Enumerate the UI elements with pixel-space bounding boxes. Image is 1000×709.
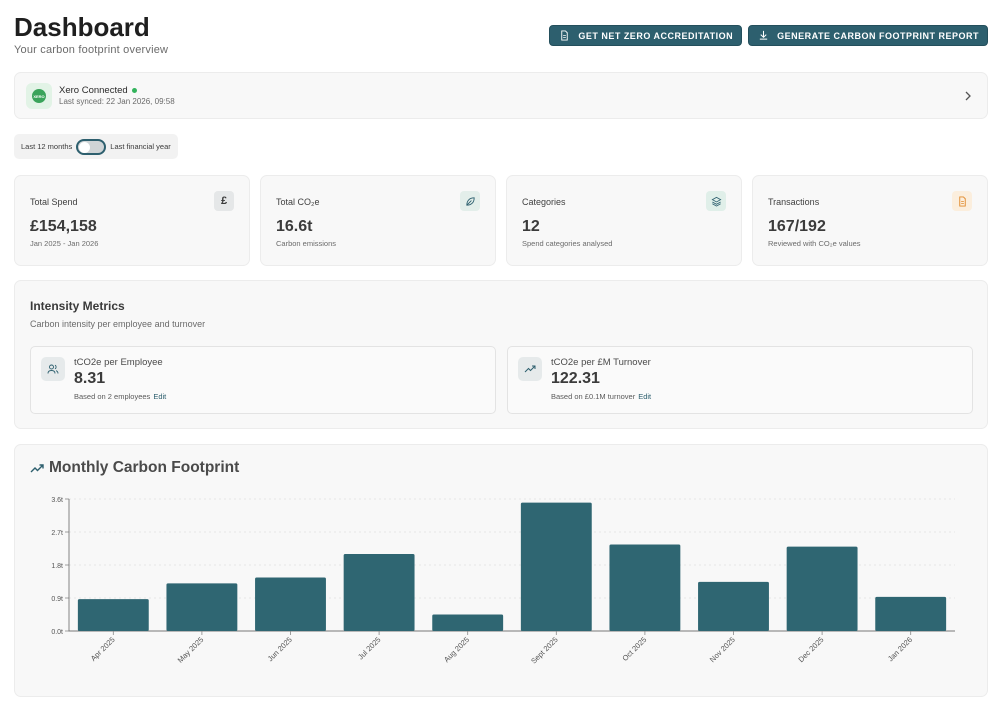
stat-value: 16.6t — [276, 218, 313, 235]
layers-icon — [706, 191, 726, 211]
metric-value: 122.31 — [551, 370, 600, 387]
stat-label: Total CO₂e — [276, 197, 320, 207]
metric-label: tCO2e per £M Turnover — [551, 357, 651, 368]
chart-bar[interactable] — [343, 554, 415, 631]
net-zero-accreditation-label: GET NET ZERO ACCREDITATION — [578, 30, 734, 41]
monthly-carbon-chart-card: Monthly Carbon Footprint 0.0t 0.9t 1.8t 2.7… — [14, 444, 988, 697]
last-12-months-label[interactable]: Last 12 months — [21, 142, 73, 151]
metric-basis: Based on 2 employees — [74, 392, 151, 401]
monthly-carbon-bar-chart: 0.0t 0.9t 1.8t 2.7t 3.6t Apr 2025 May 2025 Jun … — [51, 497, 955, 666]
stat-value: 167/192 — [768, 218, 826, 235]
transactions-card: Transactions 167/192 Reviewed with CO₂e … — [752, 175, 988, 266]
intensity-title: Intensity Metrics — [30, 299, 125, 313]
stat-value: £154,158 — [30, 218, 97, 235]
stat-value: 12 — [522, 218, 540, 235]
trending-up-icon — [518, 357, 542, 381]
xero-connection-card[interactable]: XERO Xero Connected Last synced: 22 Jan … — [14, 72, 988, 119]
per-turnover-metric: tCO2e per £M Turnover 122.31 Based on £0… — [507, 346, 973, 414]
xero-logo: XERO — [26, 83, 52, 109]
file-icon — [952, 191, 972, 211]
edit-turnover-link[interactable]: Edit — [638, 392, 652, 401]
x-tick-label: Jun 2025 — [266, 635, 294, 663]
period-toggle[interactable] — [76, 138, 107, 155]
stat-subtext: Spend categories analysed — [522, 239, 613, 248]
chart-bar[interactable] — [166, 583, 238, 631]
page-title: Dashboard — [14, 12, 150, 42]
chart-bar[interactable] — [255, 577, 326, 631]
users-icon — [41, 357, 65, 381]
stat-label: Categories — [522, 197, 566, 207]
total-spend-card: Total Spend £154,158 Jan 2025 - Jan 2026… — [14, 175, 250, 266]
y-tick-label: 1.8t — [51, 563, 63, 570]
stat-label: Total Spend — [30, 197, 78, 207]
page-subtitle: Your carbon footprint overview — [14, 44, 169, 56]
generate-report-label: GENERATE CARBON FOOTPRINT REPORT — [777, 30, 979, 41]
trending-up-icon — [30, 464, 44, 473]
y-tick-label: 2.7t — [51, 530, 63, 537]
page-header: Dashboard Your carbon footprint overview… — [14, 10, 988, 60]
stat-label: Transactions — [768, 197, 820, 207]
pound-icon: £ — [214, 191, 234, 211]
chart-bar[interactable] — [432, 614, 504, 632]
chart-bar[interactable] — [520, 502, 592, 631]
x-tick-label: Apr 2025 — [89, 635, 117, 663]
metric-value: 8.31 — [74, 370, 106, 387]
intensity-subtitle: Carbon intensity per employee and turnov… — [30, 319, 206, 329]
chart-bar[interactable] — [609, 544, 681, 631]
xero-status-label: Xero Connected — [59, 85, 128, 96]
x-tick-label: Sept 2025 — [529, 635, 560, 666]
last-synced-text: Last synced: 22 Jan 2026, 09:58 — [59, 97, 175, 106]
x-tick-label: May 2025 — [176, 635, 206, 665]
connected-status-dot — [131, 87, 137, 93]
stat-subtext: Reviewed with CO₂e values — [768, 239, 861, 248]
net-zero-accreditation-button[interactable]: GET NET ZERO ACCREDITATION — [549, 25, 743, 46]
chart-bar[interactable] — [698, 581, 769, 631]
generate-report-button[interactable]: GENERATE CARBON FOOTPRINT REPORT — [748, 25, 988, 46]
document-icon — [561, 30, 569, 41]
leaf-icon — [460, 191, 480, 211]
chart-bar[interactable] — [786, 546, 858, 631]
x-tick-label: Oct 2025 — [620, 635, 648, 663]
period-toggle-group: Last 12 months Last financial year — [14, 134, 178, 159]
x-tick-label: Jul 2025 — [356, 635, 382, 661]
chart-bar[interactable] — [875, 596, 947, 631]
y-tick-label: 0.0t — [51, 629, 63, 636]
metric-label: tCO2e per Employee — [74, 357, 163, 368]
download-icon — [759, 30, 768, 40]
chart-bar[interactable] — [77, 599, 149, 631]
stat-subtext: Carbon emissions — [276, 239, 337, 248]
stat-subtext: Jan 2025 - Jan 2026 — [30, 239, 99, 248]
x-tick-label: Nov 2025 — [708, 635, 737, 664]
chart-title: Monthly Carbon Footprint — [49, 459, 240, 476]
last-financial-year-label[interactable]: Last financial year — [110, 142, 171, 151]
chevron-right-icon[interactable] — [963, 89, 973, 103]
y-tick-label: 0.9t — [51, 596, 63, 603]
intensity-metrics-card: Intensity Metrics Carbon intensity per e… — [14, 280, 988, 429]
x-tick-label: Dec 2025 — [796, 635, 825, 664]
per-employee-metric: tCO2e per Employee 8.31 Based on 2 emplo… — [30, 346, 496, 414]
categories-card: Categories 12 Spend categories analysed — [506, 175, 742, 266]
y-tick-label: 3.6t — [51, 497, 63, 504]
x-tick-label: Jan 2026 — [886, 635, 914, 663]
edit-employees-link[interactable]: Edit — [153, 392, 167, 401]
metric-basis: Based on £0.1M turnover — [551, 392, 636, 401]
total-co2e-card: Total CO₂e 16.6t Carbon emissions — [260, 175, 496, 266]
x-tick-label: Aug 2025 — [442, 635, 471, 664]
